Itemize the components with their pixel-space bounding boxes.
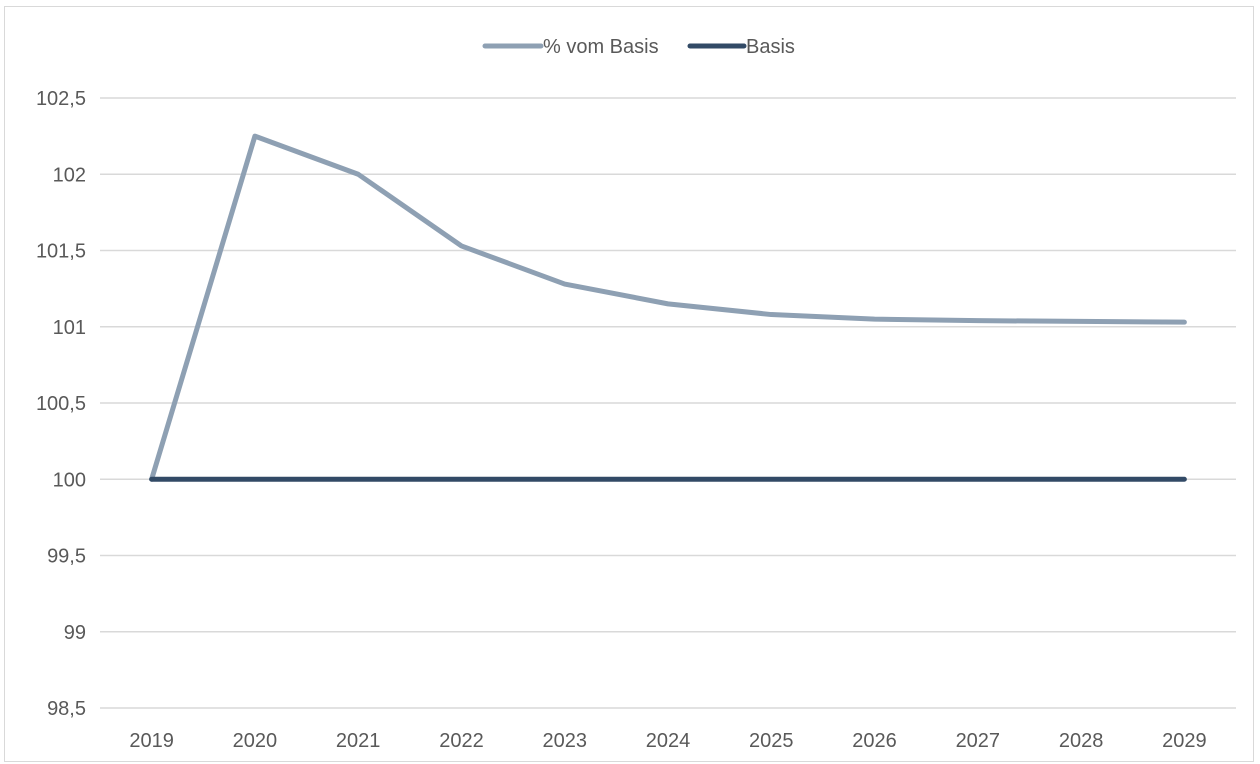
- x-tick-label: 2026: [852, 730, 897, 752]
- y-axis-labels: 98,5 99 99,5 100 100,5 101 101,5 102 102,5: [36, 88, 86, 720]
- y-tick-label: 98,5: [47, 698, 86, 720]
- series-line-0: [149, 133, 1187, 482]
- x-tick-label: 2023: [542, 730, 587, 752]
- x-tick-label: 2021: [336, 730, 381, 752]
- y-tick-label: 100: [53, 469, 86, 491]
- series-lines: [149, 133, 1187, 482]
- x-tick-label: 2024: [646, 730, 691, 752]
- y-tick-label: 102: [53, 164, 86, 186]
- x-tick-label: 2028: [1059, 730, 1104, 752]
- y-tick-label: 99: [64, 622, 86, 644]
- y-tick-label: 100,5: [36, 393, 86, 415]
- x-tick-label: 2020: [233, 730, 278, 752]
- y-tick-label: 99,5: [47, 546, 86, 568]
- x-tick-label: 2029: [1162, 730, 1207, 752]
- legend-label-basis: Basis: [746, 36, 795, 58]
- x-tick-label: 2027: [956, 730, 1001, 752]
- legend-label-vom-basis: % vom Basis: [543, 36, 659, 58]
- y-tick-label: 101: [53, 317, 86, 339]
- legend: % vom Basis Basis: [482, 36, 795, 58]
- x-axis-labels: 2019 2020 2021 2022 2023 2024 2025 2026 2027 2028…: [129, 730, 1206, 752]
- x-tick-label: 2022: [439, 730, 484, 752]
- x-tick-label: 2019: [129, 730, 174, 752]
- x-tick-label: 2025: [749, 730, 794, 752]
- y-tick-label: 102,5: [36, 88, 86, 110]
- chart-frame: [4, 6, 1254, 762]
- gridlines: [100, 97, 1236, 709]
- y-tick-label: 101,5: [36, 241, 86, 263]
